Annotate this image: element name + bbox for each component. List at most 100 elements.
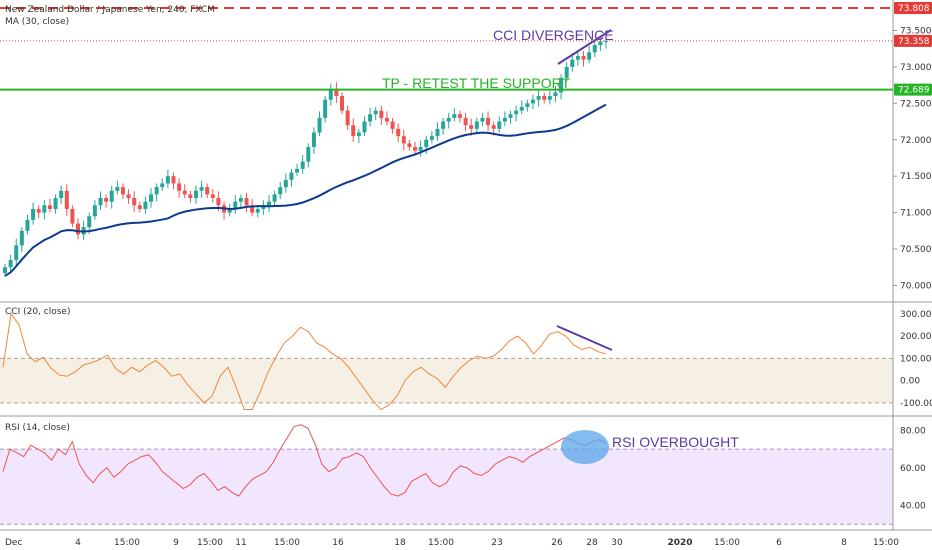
price-axis-tick-label: 73.000 (900, 63, 932, 73)
cci-axis-tick-label: 0.00 (900, 377, 920, 387)
time-axis-tick-label: 28 (586, 538, 598, 548)
time-axis-tick-label: 2020 (667, 538, 692, 548)
candle-body (92, 205, 97, 217)
candle-body (216, 198, 221, 206)
time-axis-tick-label: 18 (394, 538, 406, 548)
candle-body (266, 201, 271, 206)
candle-body (182, 190, 187, 195)
candle-body (25, 219, 30, 231)
time-axis-tick-label: 16 (332, 538, 344, 548)
cci-divergence-trendline[interactable] (556, 325, 613, 351)
candle-body (491, 125, 496, 129)
candle-body (424, 139, 429, 148)
candle-body (19, 230, 24, 246)
candle-body (530, 99, 535, 104)
candle-body (154, 187, 159, 195)
resistance-price-label: 73.808 (898, 4, 930, 14)
time-axis-tick-label: 4 (75, 538, 81, 548)
candle-body (429, 136, 434, 140)
candle-body (323, 99, 328, 118)
cci-axis-tick-label: -100.00 (900, 399, 932, 409)
time-axis-tick-label: 23 (491, 538, 502, 548)
candle-body (76, 223, 81, 235)
rsi-axis-tick-label: 40.00 (900, 501, 926, 511)
candle-body (109, 190, 114, 202)
candle-body (244, 198, 249, 206)
ma-legend[interactable]: MA (30, close) (5, 17, 69, 27)
tp-annotation[interactable]: TP - RETEST THE SUPPORT (382, 75, 570, 91)
candle-body (31, 208, 36, 220)
time-axis-tick-label: 8 (841, 538, 847, 548)
rsi-overbought-highlight[interactable] (561, 430, 609, 464)
candle-body (452, 114, 457, 118)
price-divergence-trendline[interactable] (557, 29, 612, 65)
price-axis-tick-label: 73.500 (900, 26, 932, 36)
candle-body (115, 187, 120, 191)
candle-body (132, 198, 137, 206)
candle-body (59, 190, 64, 199)
last-price-label: 73.358 (898, 37, 930, 47)
candle-body (570, 59, 575, 67)
candle-body (379, 110, 384, 118)
rsi-axis-tick-label: 80.00 (900, 426, 926, 436)
candle-body (255, 208, 260, 213)
time-axis-tick-label: 11 (235, 538, 246, 548)
candle-body (340, 96, 345, 111)
cci-divergence-annotation[interactable]: CCI DIVERGENCE (493, 27, 614, 43)
candle-body (53, 198, 58, 209)
candle-body (171, 176, 176, 184)
candle-body (480, 117, 485, 122)
time-axis-tick-label: Dec (5, 538, 22, 548)
candle-body (126, 194, 131, 199)
time-axis-tick-label: 15:00 (197, 538, 223, 548)
candle-body (104, 198, 109, 202)
candle-body (64, 190, 69, 209)
candle-body (373, 110, 378, 115)
candle-body (238, 198, 243, 202)
candle-body (469, 125, 474, 129)
candle-body (418, 147, 423, 151)
candle-body (3, 267, 7, 274)
candle-body (188, 194, 193, 199)
price-axis-tick-label: 70.500 (900, 245, 932, 255)
candle-body (334, 88, 339, 97)
candle-body (289, 172, 294, 180)
candle-body (486, 117, 491, 126)
rsi-legend[interactable]: RSI (14, close) (5, 423, 70, 433)
candle-body (70, 208, 75, 224)
candle-body (177, 183, 182, 191)
price-axis-tick-label: 70.000 (900, 281, 932, 291)
candle-body (401, 136, 406, 144)
cci-legend[interactable]: CCI (20, close) (5, 307, 70, 317)
candle-body (143, 201, 148, 209)
candle-body (193, 190, 198, 199)
candle-body (441, 121, 446, 129)
candle-body (553, 92, 558, 97)
candle-body (87, 216, 92, 228)
candle-body (356, 132, 361, 137)
rsi-overbought-annotation[interactable]: RSI OVERBOUGHT (612, 434, 739, 450)
candle-body (160, 183, 165, 188)
candle-body (508, 114, 513, 118)
candle-body (351, 125, 356, 137)
support-price-label: 72.689 (898, 86, 930, 96)
time-axis-tick-label: 9 (173, 538, 179, 548)
candle-body (463, 117, 468, 126)
price-axis-tick-label: 72.000 (900, 136, 932, 146)
candle-body (581, 55, 586, 60)
time-axis-tick-label: 15:00 (428, 538, 454, 548)
main-legend[interactable]: New Zealand Dollar / Japanese Yen, 240, … (5, 5, 215, 15)
candle-body (497, 121, 502, 129)
candle-body (311, 132, 316, 148)
candle-body (205, 187, 210, 195)
candle-body (14, 245, 19, 260)
resistance-price-tag: 73.808 (894, 2, 932, 14)
candle-body (306, 147, 311, 162)
candle-body (390, 121, 395, 129)
candle-body (525, 103, 530, 107)
candle-body (98, 198, 103, 206)
price-pane (3, 34, 608, 277)
candle-body (536, 96, 541, 100)
tick-labels: 73.500 73.000 72.500 72.000 71.500 71.000 70.5… (5, 26, 932, 548)
